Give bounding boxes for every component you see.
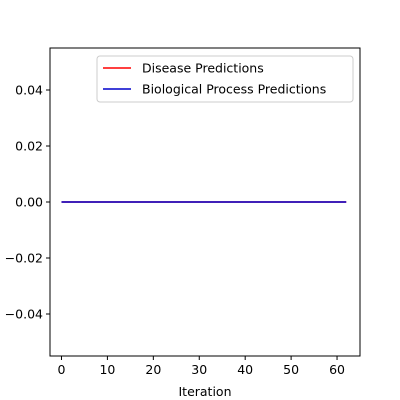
legend: Disease Predictions Biological Process Pr…	[96, 55, 354, 103]
legend-box	[96, 55, 354, 103]
legend-label-1: Disease Predictions	[142, 61, 264, 76]
y-tick-label: −0.04	[5, 307, 43, 322]
x-tick-label: 40	[237, 362, 253, 377]
legend-label-2: Biological Process Predictions	[142, 82, 326, 97]
y-tick-label: −0.02	[5, 251, 43, 266]
x-axis-label: Iteration	[178, 384, 231, 399]
y-axis-ticks: −0.04 −0.02 0.00 0.02 0.04	[5, 83, 50, 322]
x-tick-label: 10	[99, 362, 115, 377]
x-tick-label: 30	[191, 362, 207, 377]
y-tick-label: 0.02	[15, 139, 43, 154]
x-tick-label: 0	[58, 362, 66, 377]
x-tick-label: 50	[283, 362, 299, 377]
y-tick-label: 0.04	[15, 83, 43, 98]
x-axis-ticks: 0 10 20 30 40 50 60	[58, 356, 345, 377]
y-tick-label: 0.00	[15, 195, 43, 210]
x-tick-label: 20	[145, 362, 161, 377]
x-tick-label: 60	[329, 362, 345, 377]
